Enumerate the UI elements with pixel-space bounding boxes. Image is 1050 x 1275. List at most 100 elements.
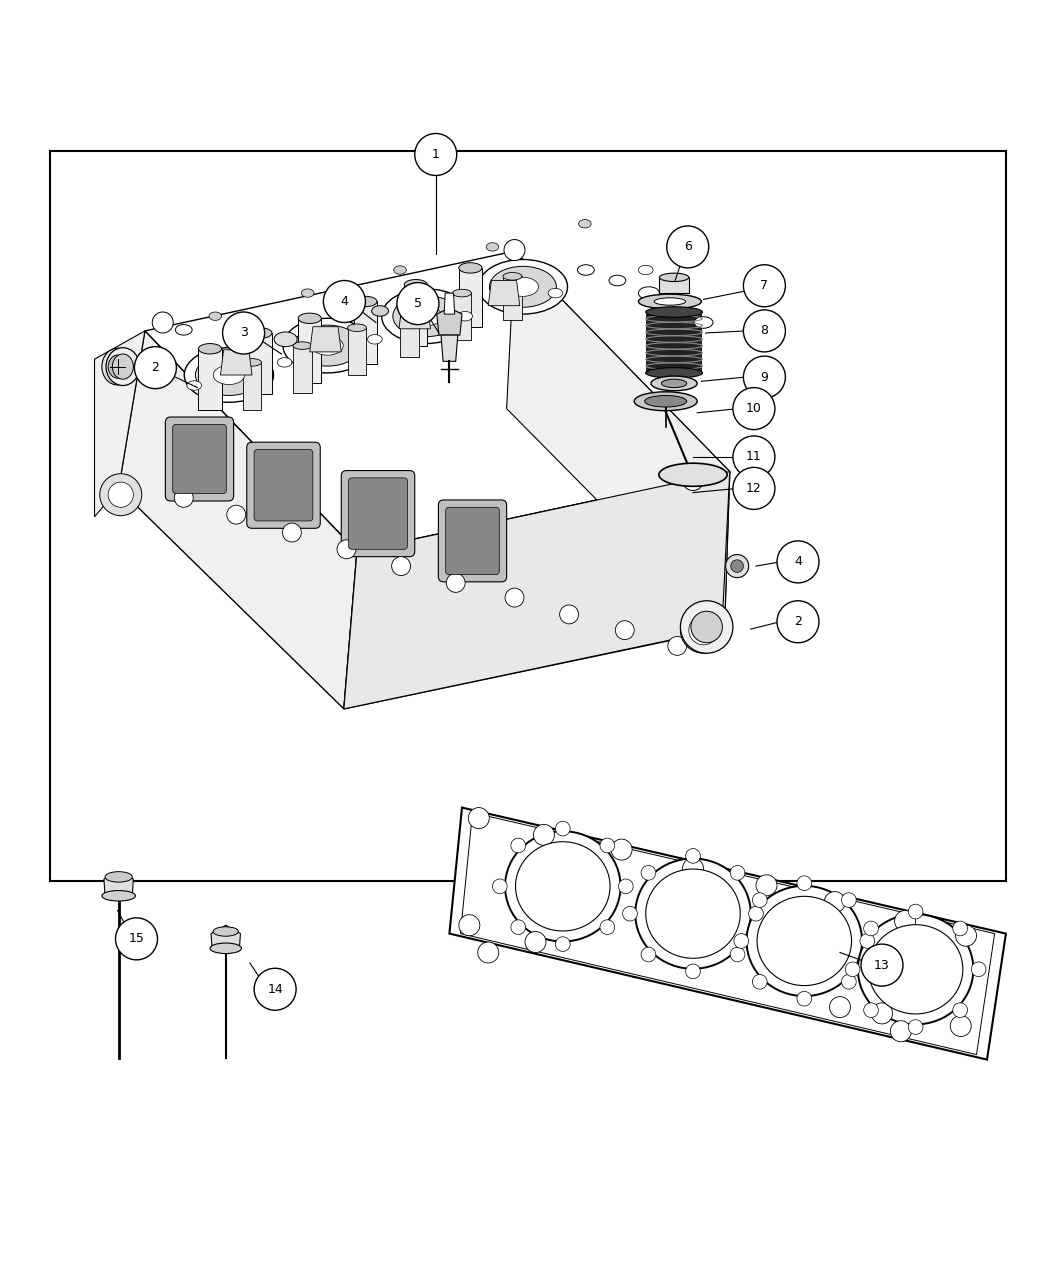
Text: 4: 4 xyxy=(340,295,349,309)
Ellipse shape xyxy=(354,296,377,307)
Circle shape xyxy=(797,876,812,890)
Circle shape xyxy=(734,933,749,949)
Text: 10: 10 xyxy=(746,402,762,416)
Circle shape xyxy=(337,539,356,558)
FancyBboxPatch shape xyxy=(254,450,313,521)
Circle shape xyxy=(895,910,916,932)
Circle shape xyxy=(824,891,845,913)
Circle shape xyxy=(733,388,775,430)
Ellipse shape xyxy=(747,886,862,996)
Circle shape xyxy=(560,604,579,623)
Ellipse shape xyxy=(645,395,687,407)
Circle shape xyxy=(952,921,967,936)
Ellipse shape xyxy=(284,319,373,372)
FancyBboxPatch shape xyxy=(172,425,227,493)
Ellipse shape xyxy=(757,896,852,986)
Ellipse shape xyxy=(185,348,273,403)
Ellipse shape xyxy=(609,275,626,286)
Circle shape xyxy=(100,474,142,515)
Ellipse shape xyxy=(198,343,222,354)
Ellipse shape xyxy=(670,301,691,314)
Circle shape xyxy=(108,482,133,507)
Ellipse shape xyxy=(108,354,127,379)
Circle shape xyxy=(680,607,727,653)
Circle shape xyxy=(730,866,744,880)
Circle shape xyxy=(749,907,763,921)
FancyBboxPatch shape xyxy=(247,442,320,528)
Circle shape xyxy=(642,866,656,880)
Text: 9: 9 xyxy=(760,371,769,384)
Circle shape xyxy=(116,918,158,960)
Polygon shape xyxy=(220,349,252,375)
Polygon shape xyxy=(444,293,455,314)
Text: 5: 5 xyxy=(414,297,422,310)
Polygon shape xyxy=(488,280,520,306)
Circle shape xyxy=(864,1002,879,1017)
Polygon shape xyxy=(506,251,730,629)
Ellipse shape xyxy=(277,358,292,367)
Text: 8: 8 xyxy=(760,324,769,338)
Circle shape xyxy=(864,921,879,936)
Polygon shape xyxy=(211,926,240,949)
Ellipse shape xyxy=(102,890,135,901)
Circle shape xyxy=(415,134,457,176)
Polygon shape xyxy=(354,301,377,365)
Circle shape xyxy=(134,347,176,389)
Circle shape xyxy=(743,356,785,398)
FancyBboxPatch shape xyxy=(341,470,415,557)
Circle shape xyxy=(533,825,554,845)
Circle shape xyxy=(618,878,633,894)
Ellipse shape xyxy=(662,379,687,388)
Circle shape xyxy=(956,926,976,946)
Text: 14: 14 xyxy=(267,983,284,996)
Ellipse shape xyxy=(579,219,591,228)
Ellipse shape xyxy=(505,831,621,941)
Text: 12: 12 xyxy=(746,482,761,495)
Circle shape xyxy=(952,1002,967,1017)
Ellipse shape xyxy=(175,325,192,335)
Ellipse shape xyxy=(646,307,702,317)
Ellipse shape xyxy=(638,295,701,309)
Circle shape xyxy=(731,560,743,572)
Ellipse shape xyxy=(578,265,594,275)
Polygon shape xyxy=(503,277,522,320)
Polygon shape xyxy=(198,349,222,409)
Text: 7: 7 xyxy=(760,279,769,292)
Circle shape xyxy=(680,601,733,653)
Polygon shape xyxy=(104,872,133,896)
Text: 11: 11 xyxy=(746,450,761,463)
Circle shape xyxy=(908,1020,923,1034)
Ellipse shape xyxy=(213,366,245,385)
Polygon shape xyxy=(441,335,458,361)
Polygon shape xyxy=(145,251,730,551)
Polygon shape xyxy=(344,472,730,709)
Circle shape xyxy=(623,907,637,921)
Ellipse shape xyxy=(659,463,727,486)
Circle shape xyxy=(459,914,480,936)
Ellipse shape xyxy=(187,381,202,390)
Ellipse shape xyxy=(394,265,406,274)
Circle shape xyxy=(777,541,819,583)
Text: 1: 1 xyxy=(432,148,440,161)
Circle shape xyxy=(555,937,570,951)
Circle shape xyxy=(282,523,301,542)
Ellipse shape xyxy=(486,242,499,251)
Circle shape xyxy=(743,310,785,352)
Ellipse shape xyxy=(638,287,659,300)
Ellipse shape xyxy=(646,367,702,379)
Circle shape xyxy=(872,1003,892,1024)
Circle shape xyxy=(890,1021,911,1042)
Ellipse shape xyxy=(646,870,740,959)
Polygon shape xyxy=(659,278,689,293)
Polygon shape xyxy=(449,807,1006,1060)
Circle shape xyxy=(615,621,634,640)
Text: 6: 6 xyxy=(684,241,692,254)
Ellipse shape xyxy=(106,348,140,385)
Circle shape xyxy=(600,838,614,853)
Polygon shape xyxy=(646,312,702,372)
Polygon shape xyxy=(437,307,462,335)
Ellipse shape xyxy=(651,376,697,390)
Text: 4: 4 xyxy=(794,556,802,569)
Ellipse shape xyxy=(105,872,132,882)
Ellipse shape xyxy=(638,265,653,274)
